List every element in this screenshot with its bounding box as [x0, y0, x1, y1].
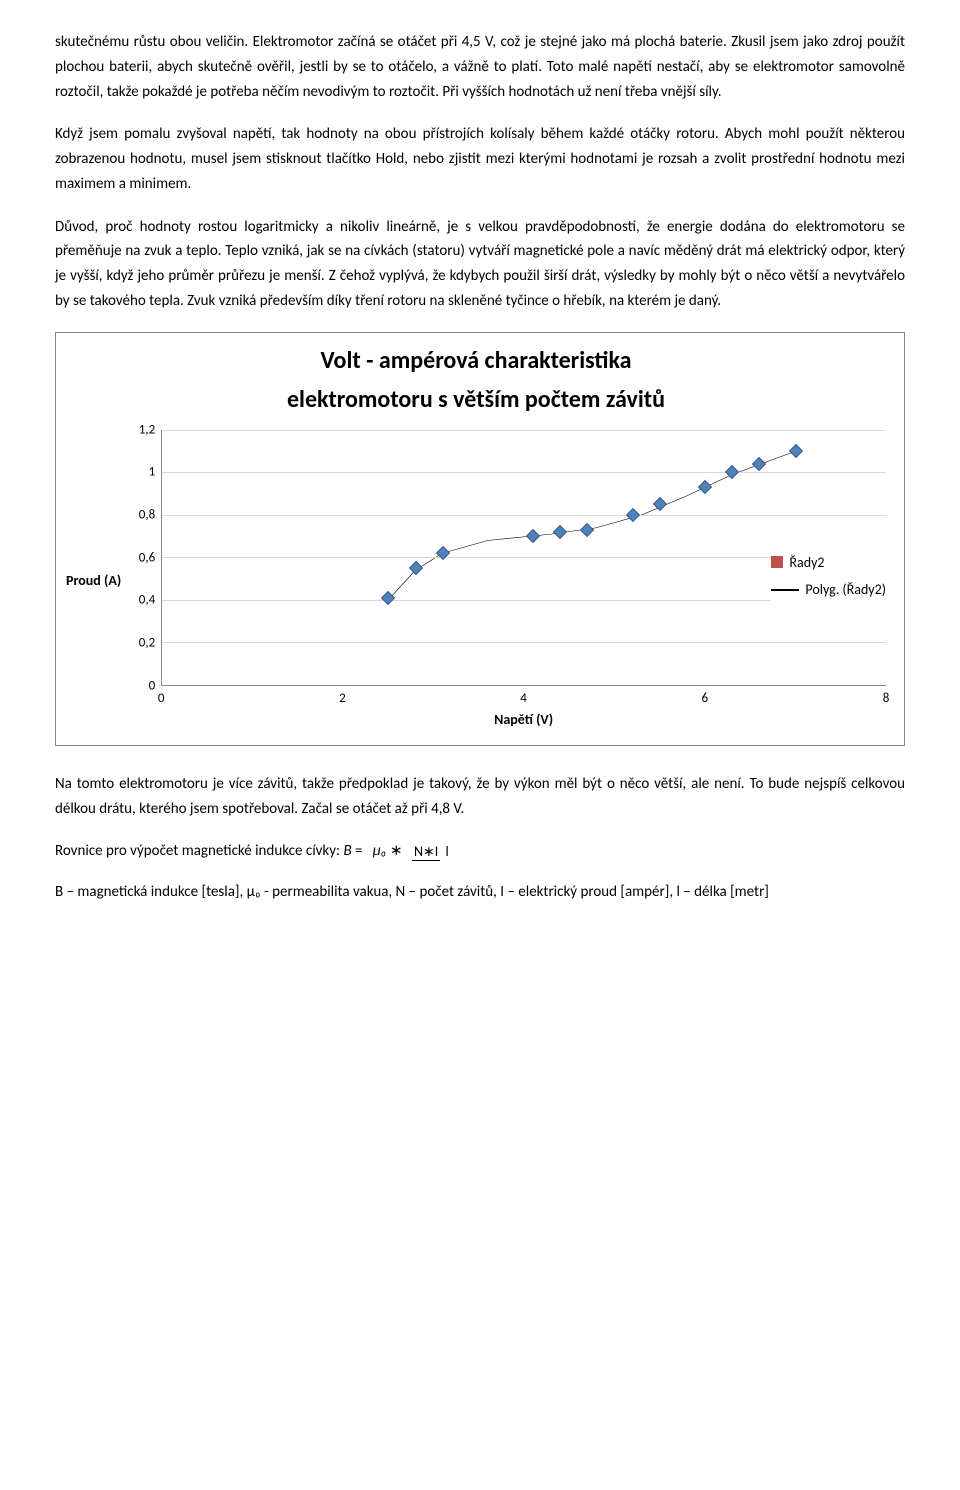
legend-fit-label: Polyg. (Řady2)	[805, 578, 886, 601]
chart-legend: Řady2 Polyg. (Řady2)	[771, 547, 886, 605]
chart-title-line-1: Volt - ampérová charakteristika	[66, 341, 886, 381]
legend-line-icon	[771, 589, 799, 591]
chart-title-line-2: elektromotoru s větším počtem závitů	[66, 380, 886, 420]
paragraph-2: Když jsem pomalu zvyšoval napětí, tak ho…	[55, 122, 905, 196]
y-axis-ticks: 00,20,40,60,811,2	[127, 430, 161, 686]
legend-series-label: Řady2	[789, 551, 824, 574]
chart-xlabel: Napětí (V)	[161, 708, 886, 731]
eq-numerator: N∗I	[412, 843, 440, 861]
eq-fraction: N∗I l	[412, 840, 451, 863]
paragraph-3: Důvod, proč hodnoty rostou logaritmicky …	[55, 215, 905, 314]
legend-square-icon	[771, 556, 783, 568]
legend-series: Řady2	[771, 551, 886, 574]
eq-B: B	[343, 842, 351, 860]
legend-fit: Polyg. (Řady2)	[771, 578, 886, 601]
equation: Rovnice pro výpočet magnetické indukce c…	[55, 839, 905, 864]
paragraph-1: skutečnému růstu obou veličin. Elektromo…	[55, 30, 905, 104]
equation-label: Rovnice pro výpočet magnetické indukce c…	[55, 842, 343, 860]
paragraph-5: B – magnetická indukce [tesla], μ₀ - per…	[55, 880, 905, 905]
chart-ylabel: Proud (A)	[66, 569, 121, 592]
eq-equals: =	[355, 842, 369, 860]
eq-times: ∗	[390, 842, 406, 860]
eq-mu0: μ₀	[373, 842, 387, 860]
va-chart: Volt - ampérová charakteristika elektrom…	[55, 332, 905, 746]
x-axis-ticks: 02468	[161, 688, 886, 706]
chart-title: Volt - ampérová charakteristika elektrom…	[66, 341, 886, 420]
eq-denominator: l	[443, 843, 450, 860]
paragraph-4: Na tomto elektromotoru je více závitů, t…	[55, 772, 905, 822]
